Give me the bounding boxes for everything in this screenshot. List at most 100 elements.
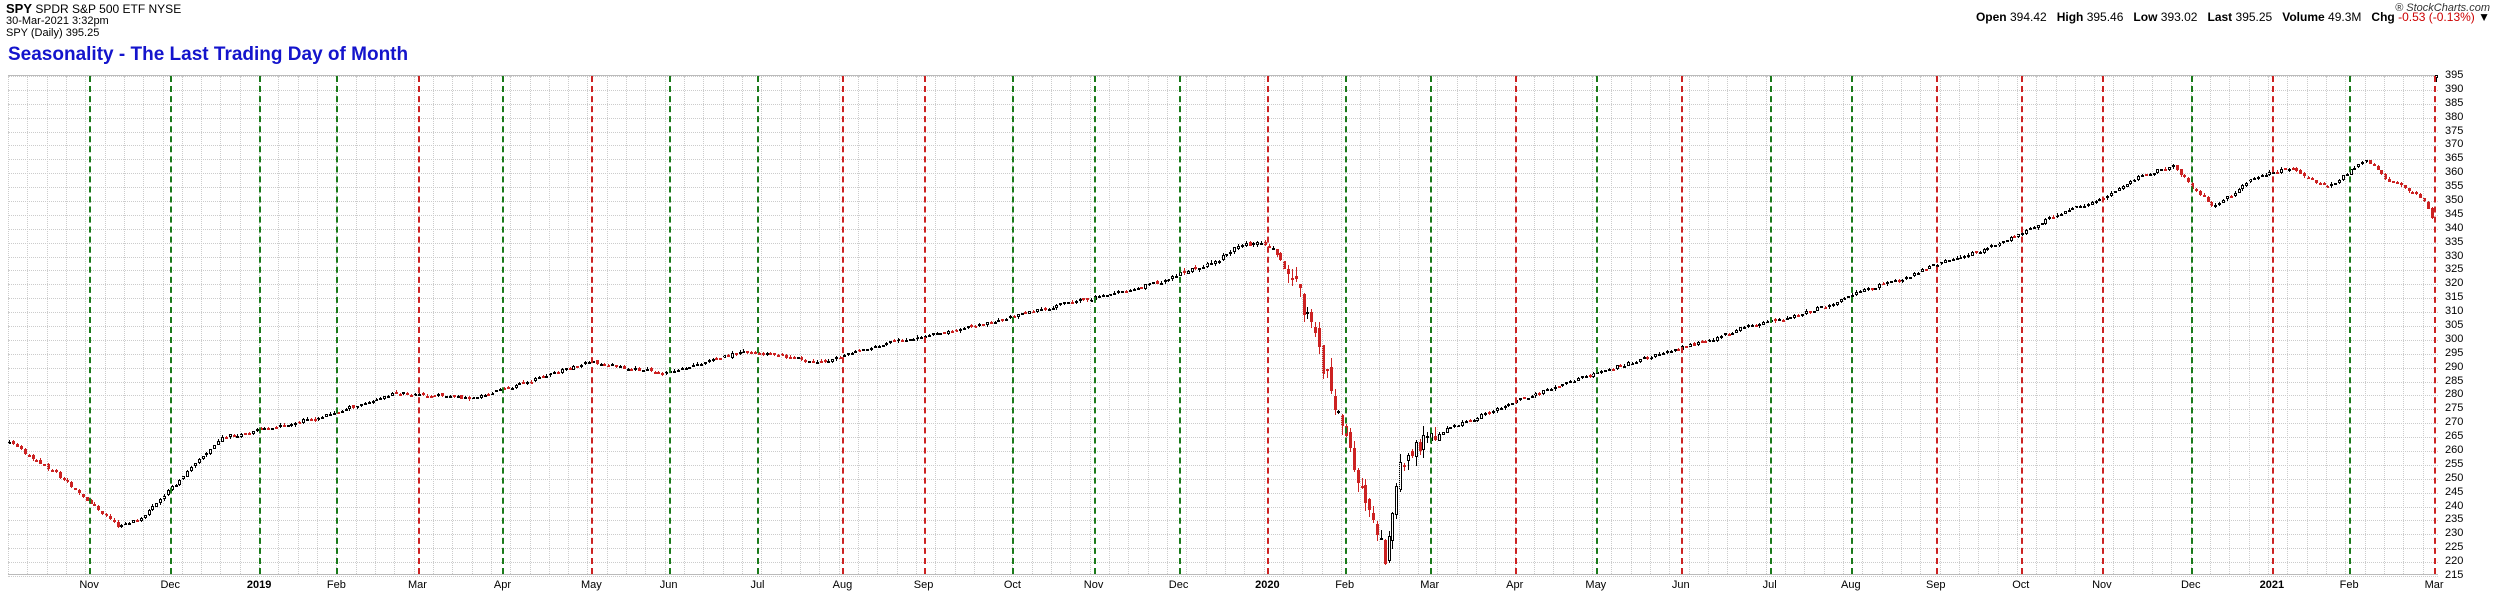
x-gridline-minor <box>220 76 221 574</box>
month-end-marker-green <box>259 76 261 574</box>
y-gridline <box>8 437 2438 438</box>
y-axis-tick-255: 255 <box>2445 458 2463 470</box>
y-gridline <box>8 451 2438 452</box>
x-gridline-minor <box>1553 76 1554 574</box>
x-axis-year-label: 2021 <box>2260 579 2284 591</box>
y-axis-tick-225: 225 <box>2445 541 2463 553</box>
y-axis-tick-295: 295 <box>2445 347 2463 359</box>
x-gridline-minor <box>1920 76 1921 574</box>
x-axis-month-label: Mar <box>408 579 427 591</box>
x-gridline-minor <box>8 76 9 574</box>
y-axis-tick-285: 285 <box>2445 375 2463 387</box>
month-end-marker-red <box>1515 76 1517 574</box>
y-axis-tick-265: 265 <box>2445 430 2463 442</box>
month-end-marker-red <box>2021 76 2023 574</box>
y-gridline <box>8 382 2438 383</box>
x-gridline-minor <box>2036 76 2037 574</box>
x-gridline-minor <box>182 76 183 574</box>
y-gridline <box>8 298 2438 299</box>
x-gridline-minor <box>645 76 646 574</box>
y-axis-tick-220: 220 <box>2445 555 2463 567</box>
y-axis-tick-345: 345 <box>2445 208 2463 220</box>
x-axis-month-label: Apr <box>1506 579 1523 591</box>
month-end-marker-green <box>170 76 172 574</box>
x-gridline-minor <box>1766 76 1767 574</box>
x-axis-month-label: Feb <box>1335 579 1354 591</box>
y-axis-tick-365: 365 <box>2445 152 2463 164</box>
month-end-marker-green <box>1345 76 1347 574</box>
x-axis-labels: Nov Dec 2019 Feb Mar Apr May Jun Jul Aug Sep Oct Nov… <box>8 577 2438 597</box>
x-gridline-minor <box>530 76 531 574</box>
x-gridline-minor <box>2075 76 2076 574</box>
y-gridline <box>8 465 2438 466</box>
month-end-marker-red <box>2434 76 2436 574</box>
x-axis-month-label: Dec <box>160 579 180 591</box>
x-gridline-minor <box>1399 76 1400 574</box>
x-gridline-minor <box>201 76 202 574</box>
x-gridline-minor <box>66 76 67 574</box>
x-gridline-minor <box>703 76 704 574</box>
x-axis-month-label: Nov <box>1084 579 1104 591</box>
month-end-marker-green <box>1770 76 1772 574</box>
x-gridline-minor <box>1978 76 1979 574</box>
x-gridline-minor <box>510 76 511 574</box>
x-gridline-minor <box>2384 76 2385 574</box>
y-gridline <box>8 507 2438 508</box>
y-gridline <box>8 270 2438 271</box>
month-end-marker-green <box>2191 76 2193 574</box>
x-gridline-minor <box>2152 76 2153 574</box>
y-gridline <box>8 479 2438 480</box>
x-gridline-minor <box>85 76 86 574</box>
x-axis-month-label: Jul <box>750 579 764 591</box>
x-axis-month-label: Feb <box>327 579 346 591</box>
y-axis-tick-350: 350 <box>2445 194 2463 206</box>
y-axis-tick-385: 385 <box>2445 97 2463 109</box>
y-axis-tick-250: 250 <box>2445 472 2463 484</box>
y-axis-tick-330: 330 <box>2445 250 2463 262</box>
month-end-marker-green <box>1094 76 1096 574</box>
x-gridline-minor <box>1437 76 1438 574</box>
y-axis-tick-320: 320 <box>2445 277 2463 289</box>
y-gridline <box>8 534 2438 535</box>
y-axis-tick-325: 325 <box>2445 263 2463 275</box>
x-gridline-minor <box>1186 76 1187 574</box>
month-end-marker-green <box>1012 76 1014 574</box>
spy-daily-candlesticks[interactable] <box>8 75 2438 575</box>
chart-title: Seasonality - The Last Trading Day of Mo… <box>8 44 408 66</box>
month-end-marker-red <box>1681 76 1683 574</box>
x-gridline-minor <box>1379 76 1380 574</box>
month-end-marker-red <box>591 76 593 574</box>
y-gridline <box>8 326 2438 327</box>
y-gridline <box>8 159 2438 160</box>
x-gridline-minor <box>2307 76 2308 574</box>
x-gridline-minor <box>1611 76 1612 574</box>
x-gridline-minor <box>1534 76 1535 574</box>
month-end-marker-red <box>2272 76 2274 574</box>
x-gridline-minor <box>2056 76 2057 574</box>
x-gridline-minor <box>452 76 453 574</box>
x-gridline-minor <box>1708 76 1709 574</box>
x-gridline-minor <box>858 76 859 574</box>
x-gridline-minor <box>1167 76 1168 574</box>
x-axis-month-label: Sep <box>1926 579 1946 591</box>
month-end-marker-green <box>1596 76 1598 574</box>
y-gridline <box>8 90 2438 91</box>
x-gridline-minor <box>1457 76 1458 574</box>
y-gridline <box>8 354 2438 355</box>
x-gridline-minor <box>1206 76 1207 574</box>
x-gridline-minor <box>472 76 473 574</box>
y-axis-tick-280: 280 <box>2445 388 2463 400</box>
x-gridline-minor <box>1128 76 1129 574</box>
x-gridline-minor <box>27 76 28 574</box>
x-gridline-minor <box>839 76 840 574</box>
y-axis-tick-340: 340 <box>2445 222 2463 234</box>
x-gridline-minor <box>1051 76 1052 574</box>
y-axis-tick-290: 290 <box>2445 361 2463 373</box>
x-gridline-minor <box>317 76 318 574</box>
x-gridline-minor <box>1148 76 1149 574</box>
y-axis-tick-260: 260 <box>2445 444 2463 456</box>
x-gridline-minor <box>1302 76 1303 574</box>
x-gridline-minor <box>47 76 48 574</box>
y-axis-tick-215: 215 <box>2445 569 2463 581</box>
month-end-marker-green <box>2349 76 2351 574</box>
